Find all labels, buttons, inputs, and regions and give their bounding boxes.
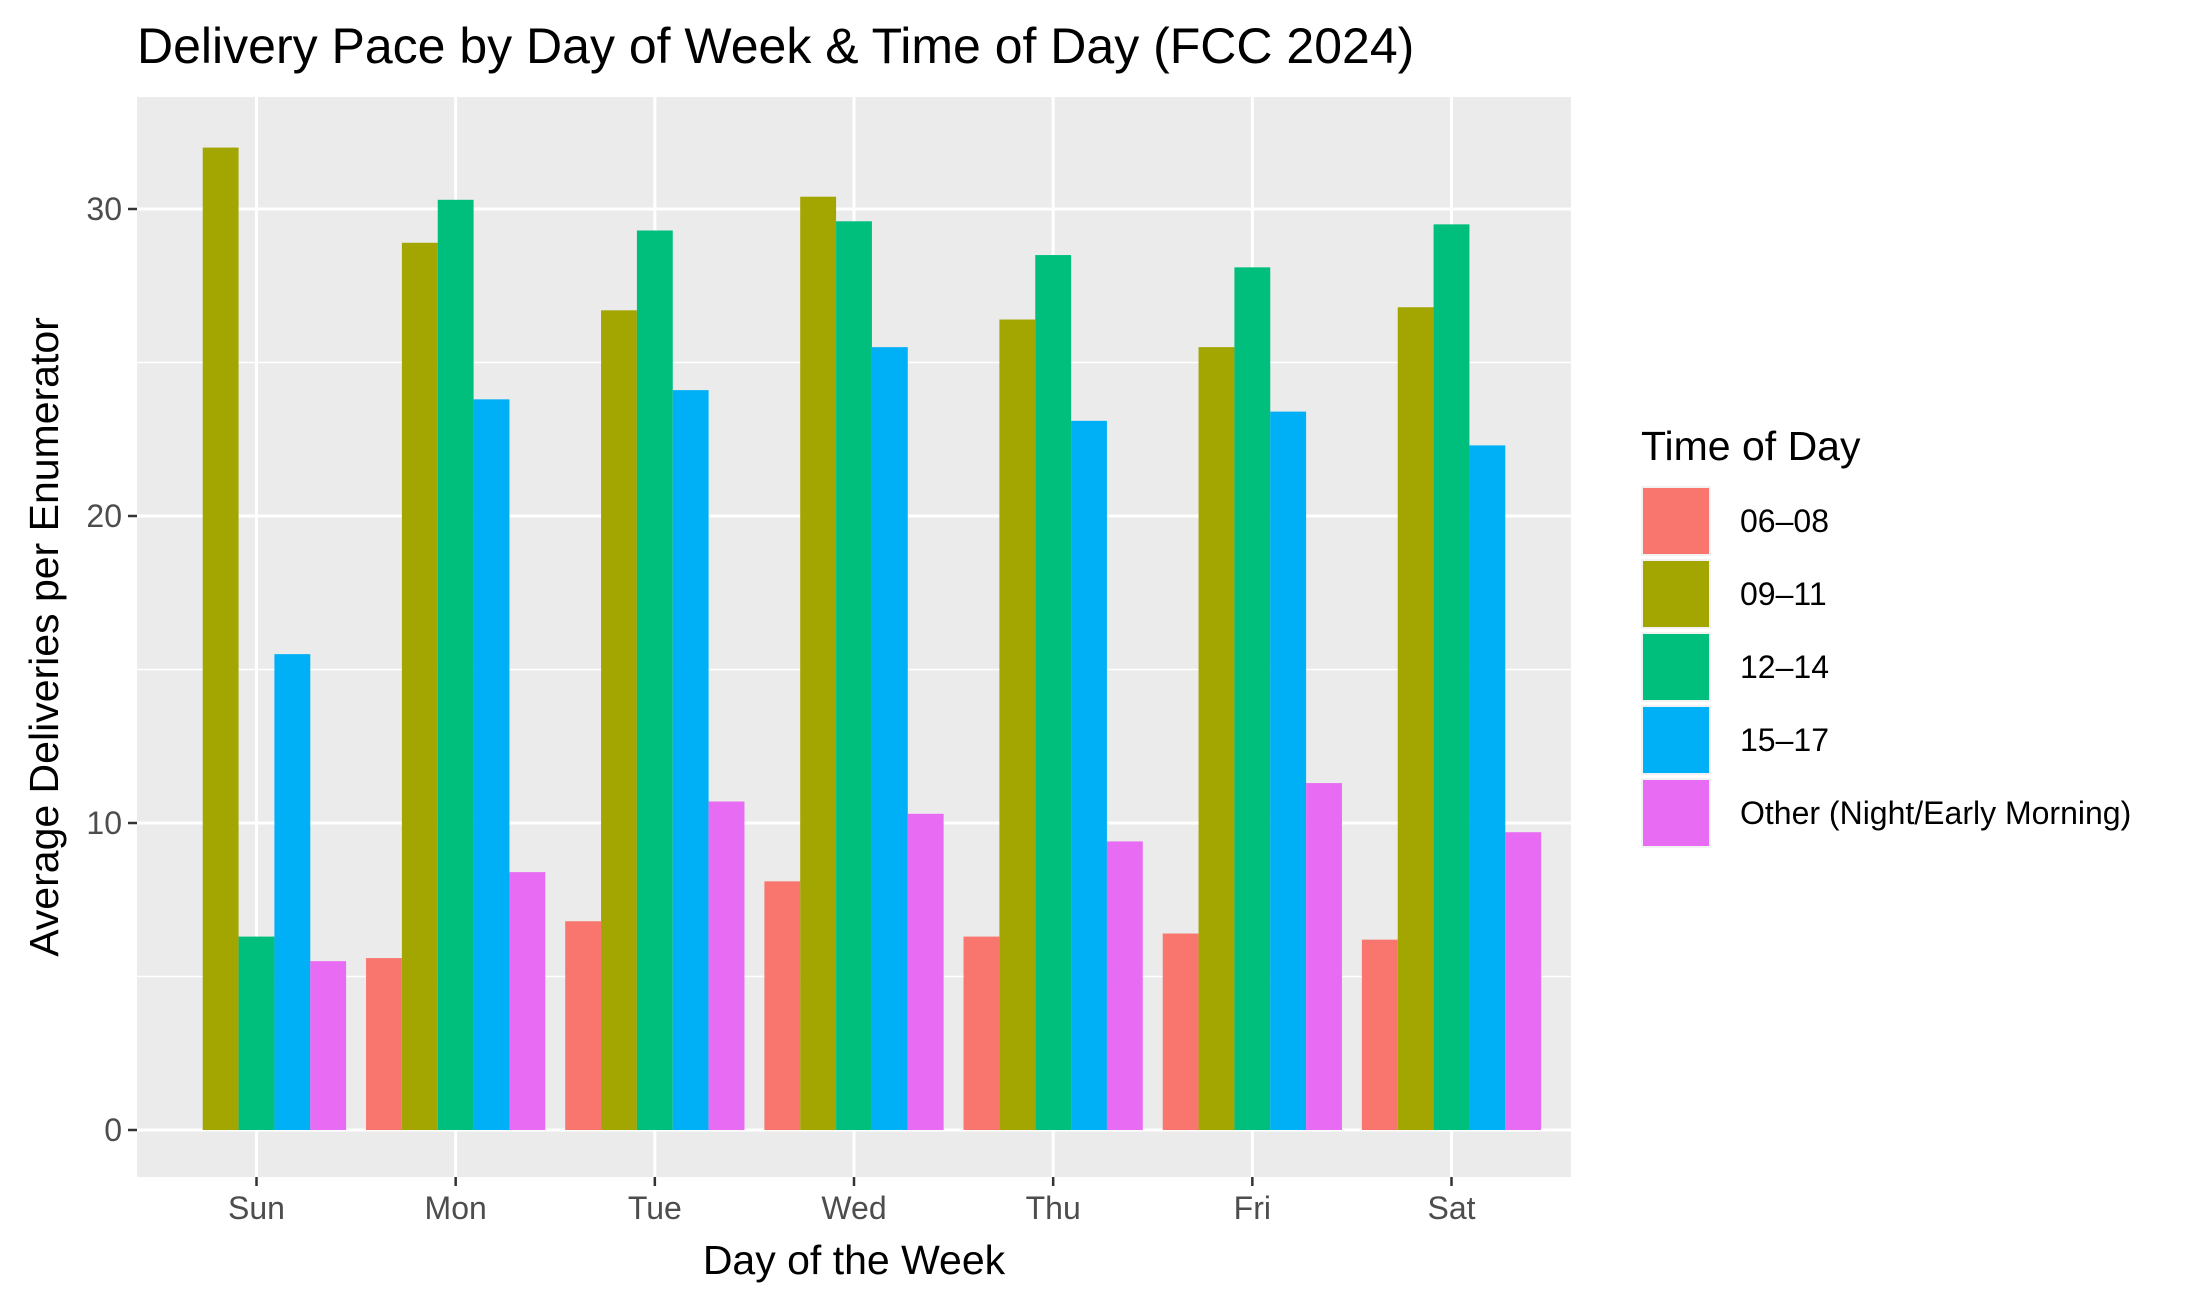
x-tick-label: Mon [425, 1190, 487, 1226]
bar [1162, 933, 1199, 1130]
bar [1071, 420, 1107, 1131]
bar [1505, 832, 1542, 1130]
bar [473, 399, 510, 1131]
y-tick-label: 20 [86, 498, 122, 534]
x-tick-label: Sat [1427, 1190, 1475, 1226]
x-axis-title: Day of the Week [703, 1237, 1006, 1283]
legend: Time of Day 06–08 09–11 12–14 15–17 Other (N… [1641, 423, 2131, 848]
x-tick-label: Sun [228, 1190, 285, 1226]
legend-key [1643, 634, 1709, 700]
legend-key [1643, 707, 1709, 773]
bar [401, 242, 438, 1130]
bar [636, 230, 673, 1131]
bar [1106, 841, 1143, 1130]
legend-label: Other (Night/Early Morning) [1740, 795, 2131, 831]
y-tick-label: 30 [86, 191, 122, 227]
x-tick-label: Fri [1234, 1190, 1271, 1226]
bar [708, 801, 745, 1130]
bar [764, 881, 801, 1130]
x-tick-label: Wed [821, 1190, 886, 1226]
bar [1469, 445, 1506, 1130]
bar [565, 921, 602, 1130]
bar [509, 872, 546, 1130]
bar [274, 654, 311, 1130]
y-axis: 0 10 20 30 [86, 191, 137, 1148]
y-tick-label: 10 [86, 805, 122, 841]
bar [366, 958, 402, 1130]
bar [1270, 411, 1307, 1130]
bar [1361, 939, 1398, 1130]
legend-items: 06–08 09–11 12–14 15–17 Other (Night/Early M… [1641, 486, 2131, 848]
bar [202, 147, 239, 1131]
x-tick-label: Tue [628, 1190, 682, 1226]
chart-title: Delivery Pace by Day of Week & Time of D… [137, 18, 1414, 74]
y-axis-title: Average Deliveries per Enumerator [21, 317, 67, 957]
bar [437, 199, 474, 1131]
legend-label: 06–08 [1740, 503, 1829, 539]
legend-label: 09–11 [1740, 576, 1827, 612]
bar [1035, 255, 1072, 1131]
legend-key [1643, 488, 1709, 554]
bar [1234, 267, 1271, 1131]
bar [999, 319, 1036, 1130]
bar [601, 310, 637, 1130]
x-tick-label: Thu [1026, 1190, 1081, 1226]
legend-title: Time of Day [1641, 423, 1861, 469]
bar [1198, 347, 1235, 1130]
bar [238, 936, 275, 1130]
bar [1306, 783, 1342, 1130]
legend-label: 12–14 [1740, 649, 1829, 685]
legend-key [1643, 561, 1709, 627]
bars [202, 147, 1542, 1131]
bar [836, 221, 872, 1130]
bar [310, 961, 347, 1130]
bar [871, 347, 908, 1130]
legend-key [1643, 780, 1709, 846]
bar [1397, 307, 1434, 1130]
y-tick-label: 0 [104, 1112, 122, 1148]
bar [907, 813, 944, 1130]
bar [1433, 224, 1470, 1131]
legend-label: 15–17 [1740, 722, 1829, 758]
bar [672, 390, 709, 1130]
bar [963, 936, 1000, 1130]
x-axis: Sun Mon Tue Wed Thu Fri Sat [228, 1177, 1476, 1226]
bar [800, 196, 837, 1131]
